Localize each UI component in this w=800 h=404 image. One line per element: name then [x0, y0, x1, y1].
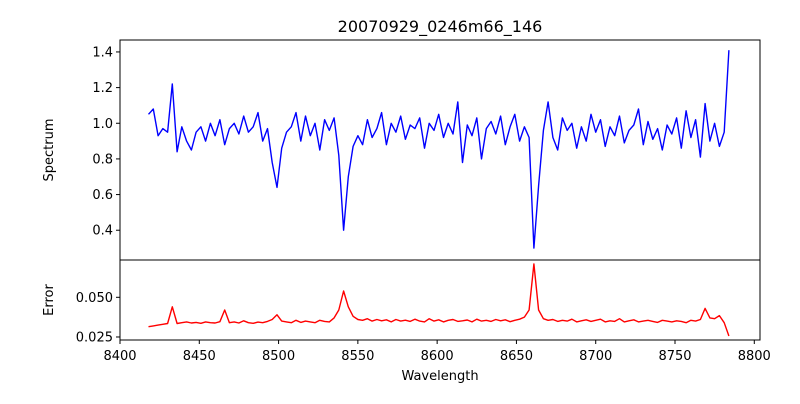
y-tick-label: 0.050 — [76, 291, 113, 306]
y-tick-label: 0.4 — [92, 224, 113, 239]
x-tick-label: 8600 — [421, 349, 454, 364]
x-axis-label: Wavelength — [401, 369, 478, 384]
error-line — [148, 263, 730, 337]
error-axes-frame — [119, 259, 761, 341]
x-tick-label: 8750 — [658, 349, 691, 364]
y-tick-label: 1.0 — [92, 117, 113, 132]
y-tick-label: 1.2 — [92, 81, 113, 96]
x-tick-label: 8450 — [183, 349, 216, 364]
y-tick-label: 0.6 — [92, 188, 113, 203]
x-tick-label: 8650 — [500, 349, 533, 364]
x-tick-label: 8800 — [738, 349, 771, 364]
x-tick-label: 8400 — [103, 349, 136, 364]
chart-title: 20070929_0246m66_146 — [338, 17, 543, 37]
y-tick-label: 0.8 — [92, 152, 113, 167]
spectrum-line — [147, 50, 730, 249]
y-tick-label: 1.4 — [92, 45, 113, 60]
x-tick-label: 8700 — [579, 349, 612, 364]
x-tick-label: 8500 — [262, 349, 295, 364]
y-axis-label-error: Error — [42, 284, 57, 316]
y-axis-label-spectrum: Spectrum — [42, 119, 57, 182]
x-tick-label: 8550 — [341, 349, 374, 364]
spectrum-axes-frame — [119, 39, 761, 261]
y-tick-label: 0.025 — [76, 330, 113, 345]
